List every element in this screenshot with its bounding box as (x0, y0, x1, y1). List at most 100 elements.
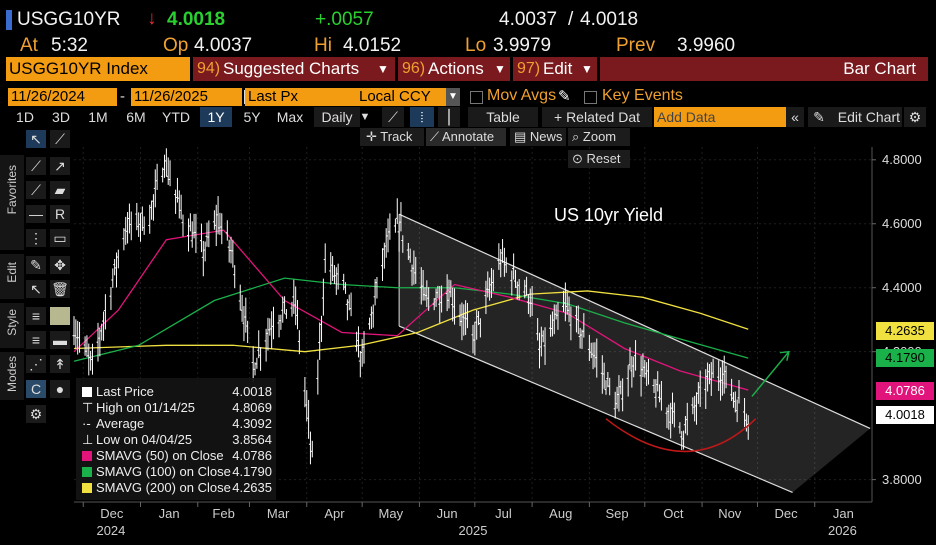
start-date-input[interactable]: 11/26/2024 (8, 88, 117, 106)
add-data-input[interactable]: Add Data (654, 107, 787, 127)
select-icon[interactable]: ↖ (26, 280, 46, 298)
dropdown-caret-icon: ▼ (377, 62, 389, 76)
x-tick-label: Dec (774, 506, 798, 521)
edit-chart-button[interactable]: Edit Chart (808, 107, 902, 127)
side-tab-favorites[interactable]: Favorites (0, 155, 24, 250)
tab-3d[interactable]: 3D (52, 109, 70, 125)
annotate-button[interactable]: ⟋ Annotate (426, 128, 506, 146)
currency-select[interactable]: Local CCY (356, 88, 453, 106)
average-marker-icon: ·- (82, 416, 91, 431)
annotate-icon: ⟋ (430, 129, 440, 144)
side-tab-edit[interactable]: Edit (0, 254, 24, 299)
x-tick-label: Feb (212, 506, 235, 521)
mode-draw-icon[interactable]: ⋰ (26, 355, 46, 373)
at-time: 5:32 (51, 35, 88, 56)
brush-icon[interactable]: ✎ (26, 256, 46, 274)
mode-magnet-icon[interactable]: C (26, 380, 46, 398)
tab-1d[interactable]: 1D (16, 109, 34, 125)
actions-label: Actions (428, 59, 484, 78)
high-label: Hi (314, 35, 332, 56)
line-width-icon[interactable]: ≡ (26, 307, 46, 325)
mode-snap-icon[interactable]: ↟ (50, 355, 70, 373)
prev-label: Prev (616, 35, 656, 56)
settings-gear-icon[interactable]: ⚙ (904, 107, 926, 127)
line-style-icon[interactable]: ≡ (26, 331, 46, 349)
side-tab-style[interactable]: Style (0, 303, 24, 348)
x-tick-label: Aug (549, 506, 573, 521)
color-swatch-icon[interactable] (50, 307, 70, 325)
mov-avgs-checkbox[interactable] (470, 91, 483, 104)
frequency-select[interactable]: Daily (314, 107, 360, 127)
channel-lower-line (398, 325, 793, 493)
currency-dropdown-icon[interactable]: ▼ (446, 88, 460, 106)
low-label: Lo (465, 35, 487, 56)
security-field[interactable]: USGG10YR Index (6, 57, 190, 81)
hline-icon[interactable]: — (26, 205, 46, 223)
reset-button[interactable]: ⊙ Reset (568, 150, 630, 168)
tools-settings-icon[interactable]: ⚙ (26, 405, 46, 423)
end-date-input[interactable]: 11/26/2025 (131, 88, 242, 106)
mov-avgs-label[interactable]: Mov Avgs (487, 87, 557, 104)
trash-icon[interactable]: 🗑 (50, 280, 70, 298)
bar-chart-icon[interactable]: ⦙ (410, 107, 434, 127)
suggested-charts-menu[interactable]: 94) Suggested Charts ▼ (193, 57, 395, 81)
prev-value: 3.9960 (677, 35, 736, 56)
edit-chart-pencil-icon: ✎ (813, 109, 825, 125)
fill-icon[interactable]: ▬ (50, 331, 70, 349)
open-value: 4.0037 (194, 35, 253, 56)
mode-color-icon[interactable]: ● (50, 380, 70, 398)
bid-ask-separator: / (568, 9, 574, 30)
segment-icon[interactable]: ⟋ (26, 181, 46, 199)
ray-icon[interactable]: ↗ (50, 157, 70, 175)
legend-sma200: SMAVG (200) on Close (82, 480, 231, 496)
pointer-icon[interactable]: ↖ (26, 130, 46, 148)
tab-max[interactable]: Max (276, 109, 304, 125)
field-select[interactable]: Last Px (245, 88, 356, 106)
table-button[interactable]: Table (468, 107, 538, 127)
move-icon[interactable]: ✥ (50, 256, 70, 274)
frequency-caret-icon[interactable]: ▼ (359, 111, 371, 123)
x-tick-label: Jun (436, 506, 458, 521)
related-data-button[interactable]: + Related Dat (542, 107, 652, 127)
x-year-label: 2025 (458, 523, 488, 538)
channel-icon[interactable]: ▰ (50, 181, 70, 199)
legend-high-value: 4.8069 (232, 400, 272, 415)
news-button[interactable]: ▤ News (510, 128, 566, 146)
tab-ytd[interactable]: YTD (162, 109, 190, 125)
crosshair-icon: ✛ (366, 129, 377, 144)
retracement-icon[interactable]: R (50, 205, 70, 223)
legend-last-price: Last Price (82, 384, 154, 400)
trendline-icon[interactable]: ⟋ (26, 157, 46, 175)
tab-1y[interactable]: 1Y (200, 107, 232, 127)
collapse-icon[interactable]: « (786, 107, 804, 127)
key-events-checkbox[interactable] (584, 91, 597, 104)
tab-1m[interactable]: 1M (88, 109, 108, 125)
rectangle-icon[interactable]: ▭ (50, 229, 70, 247)
line-chart-icon[interactable]: ⟋ (382, 107, 404, 127)
channel-upper-line (398, 213, 871, 429)
chart-legend[interactable]: Last Price 4.0018 ⊤ High on 01/14/25 4.80… (76, 378, 276, 500)
side-tab-modes[interactable]: Modes (0, 352, 24, 400)
dropdown-caret-icon: ▼ (494, 62, 506, 76)
edit-menu[interactable]: 97) Edit ▼ (513, 57, 597, 81)
tab-6m[interactable]: 6M (126, 109, 146, 125)
y-tick-label: 4.6000 (882, 215, 922, 231)
zoom-button[interactable]: ⌕ Zoom (568, 128, 630, 146)
pencil-icon[interactable]: ✎ (558, 88, 571, 105)
line-tool-icon[interactable]: ⟋ (50, 130, 70, 148)
fib-icon[interactable]: ⋮ (26, 229, 46, 247)
key-events-label[interactable]: Key Events (602, 87, 683, 104)
candle-chart-icon[interactable]: ⎮ (438, 107, 460, 127)
net-change: +.0057 (315, 9, 374, 30)
actions-menu[interactable]: 96) Actions ▼ (398, 57, 510, 81)
high-marker-icon: ⊤ (82, 400, 94, 415)
legend-sma100: SMAVG (100) on Close (82, 464, 231, 480)
tab-5y[interactable]: 5Y (243, 109, 261, 125)
stats-row: At 5:32 Op 4.0037 Hi 4.0152 Lo 3.9979 Pr… (0, 34, 936, 58)
news-icon: ▤ (514, 129, 527, 144)
track-button[interactable]: ✛ Track (360, 128, 424, 146)
legend-swatch (82, 451, 92, 461)
open-label: Op (163, 35, 189, 56)
chart-series (72, 148, 871, 493)
